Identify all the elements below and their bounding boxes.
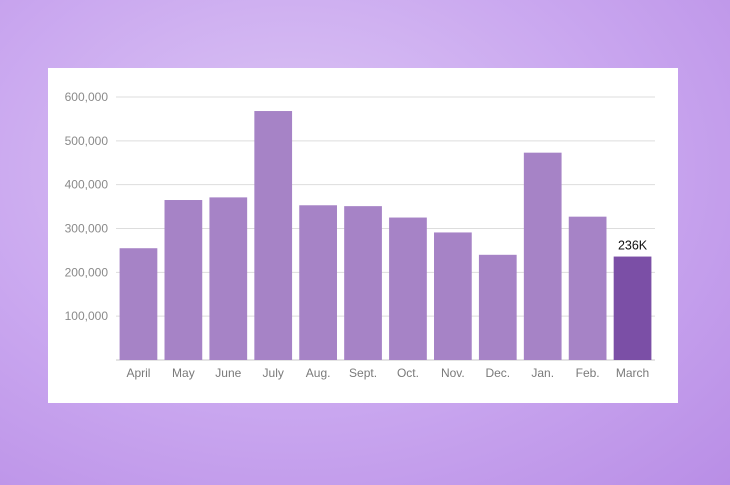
x-tick-label: June [215, 366, 241, 380]
bar-0 [119, 248, 158, 360]
y-tick-label: 300,000 [65, 222, 109, 236]
x-tick-label: April [126, 366, 150, 380]
x-tick-label: Sept. [349, 366, 377, 380]
bar-10 [568, 216, 607, 360]
x-tick-label: May [172, 366, 195, 380]
bar-11 [613, 256, 652, 360]
y-tick-label: 600,000 [65, 90, 109, 104]
bar-1 [164, 200, 203, 360]
y-tick-label: 400,000 [65, 178, 109, 192]
x-tick-label: Nov. [441, 366, 465, 380]
data-label: 236K [618, 239, 648, 253]
bar-3 [254, 111, 293, 360]
x-tick-label: Oct. [397, 366, 419, 380]
x-tick-label: Feb. [576, 366, 600, 380]
x-tick-label: Aug. [306, 366, 331, 380]
x-tick-label: Jan. [531, 366, 554, 380]
bar-7 [434, 232, 472, 360]
bar-8 [478, 254, 517, 360]
bar-6 [389, 217, 427, 360]
bar-4 [299, 205, 337, 360]
bar-5 [344, 206, 382, 360]
bar-2 [209, 197, 248, 360]
y-tick-label: 500,000 [65, 134, 109, 148]
y-tick-label: 100,000 [65, 309, 109, 323]
x-tick-label: March [616, 366, 649, 380]
x-tick-label: Dec. [485, 366, 510, 380]
x-tick-label: July [263, 366, 284, 380]
y-tick-label: 200,000 [65, 265, 109, 279]
bar-9 [523, 152, 562, 360]
